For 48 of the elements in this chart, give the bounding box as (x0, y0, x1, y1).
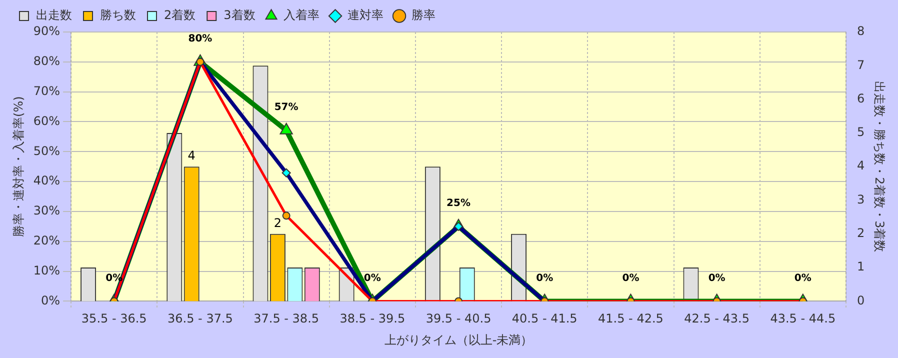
y-tick-label: 20% (33, 234, 60, 248)
y-tick-label: 30% (33, 204, 60, 218)
legend-label: 連対率 (347, 8, 384, 22)
y2-tick-label: 3 (856, 192, 865, 206)
x-tick-label: 43.5 - 44.5 (770, 312, 836, 326)
data-label: 0% (794, 272, 812, 284)
x-tick-label: 38.5 - 39.5 (340, 312, 406, 326)
data-label: 57% (274, 102, 298, 113)
y-tick-label: 90% (33, 24, 60, 38)
y-tick-label: 60% (33, 114, 60, 128)
y2-axis-title: 出走数・勝ち数・2着数・3着数 (872, 80, 887, 252)
y-tick-label: 50% (33, 144, 60, 158)
legend-label: 勝ち数 (100, 8, 136, 22)
legend-label: 勝率 (411, 8, 436, 22)
data-label: 2 (274, 216, 282, 230)
data-label: 0% (364, 272, 381, 284)
y2-tick-label: 5 (856, 125, 865, 140)
x-tick-label: 41.5 - 42.5 (598, 312, 664, 326)
data-label: 4 (188, 148, 196, 163)
y2-tick-label: 8 (856, 24, 865, 38)
x-tick-label: 39.5 - 40.5 (426, 312, 492, 326)
x-tick-label: 37.5 - 38.5 (254, 312, 320, 326)
y-tick-label: 10% (33, 263, 60, 278)
data-label: 80% (188, 34, 212, 45)
x-axis-title: 上がりタイム（以上-未満） (384, 332, 533, 347)
y2-tick-label: 1 (856, 260, 865, 274)
data-label: 0% (622, 272, 640, 284)
y-tick-label: 40% (33, 174, 60, 188)
legend-label: 2着数 (164, 8, 196, 22)
y-tick-label: 70% (33, 84, 60, 98)
y2-tick-label: 2 (856, 226, 865, 240)
x-tick-label: 35.5 - 36.5 (81, 312, 147, 326)
x-tick-label: 40.5 - 41.5 (512, 312, 578, 326)
y-axis-title: 勝率・連対率・入着率(%) (11, 96, 26, 237)
legend-label: 入着率 (283, 8, 320, 22)
y2-tick-label: 7 (856, 58, 865, 72)
legend-label: 3着数 (224, 8, 256, 22)
data-label: 0% (708, 272, 726, 284)
y-tick-label: 80% (33, 54, 60, 68)
x-tick-label: 42.5 - 43.5 (684, 312, 750, 326)
y2-tick-label: 6 (856, 91, 865, 106)
y2-tick-label: 0 (856, 293, 865, 308)
data-label: 25% (446, 198, 470, 210)
x-tick-label: 36.5 - 37.5 (168, 312, 233, 326)
legend-label: 出走数 (36, 8, 72, 22)
data-label: 0% (536, 272, 554, 284)
y-tick-label: 0% (41, 293, 60, 308)
y2-tick-label: 4 (856, 158, 865, 173)
